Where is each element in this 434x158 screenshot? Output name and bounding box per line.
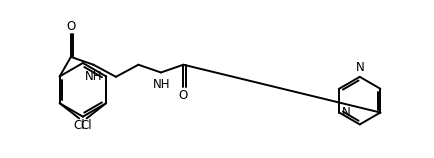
Text: NH: NH xyxy=(153,78,170,91)
Text: Cl: Cl xyxy=(81,119,92,132)
Text: NH: NH xyxy=(85,70,102,83)
Text: N: N xyxy=(355,61,364,74)
Text: O: O xyxy=(66,20,76,33)
Text: N: N xyxy=(342,106,351,119)
Text: O: O xyxy=(179,89,188,102)
Text: Cl: Cl xyxy=(73,119,85,132)
